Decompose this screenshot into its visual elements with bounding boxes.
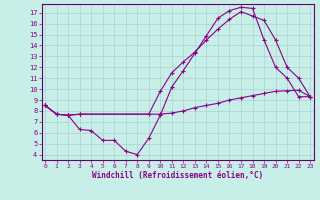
X-axis label: Windchill (Refroidissement éolien,°C): Windchill (Refroidissement éolien,°C) — [92, 171, 263, 180]
